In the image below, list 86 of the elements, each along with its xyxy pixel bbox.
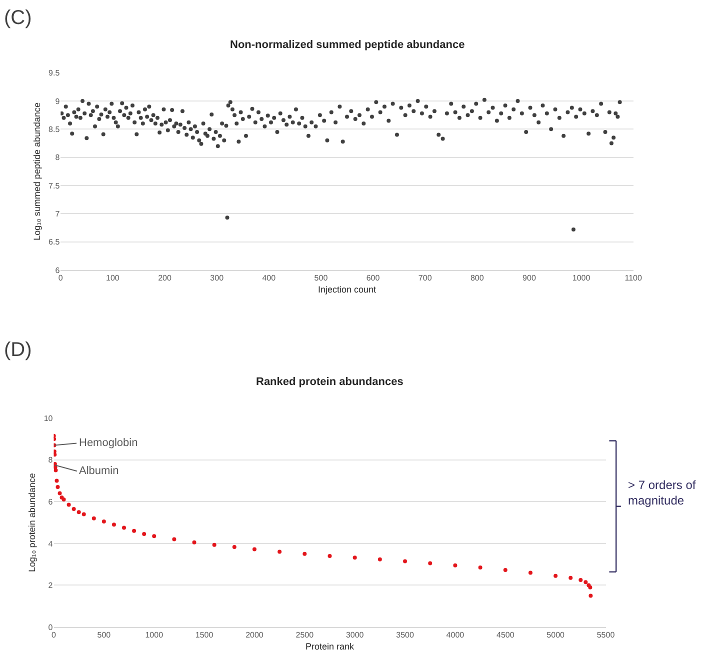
point (428, 561, 432, 566)
x-tick-label: 4000 (446, 630, 465, 640)
point (102, 520, 106, 524)
x-tick-label: 700 (418, 274, 432, 283)
y-tick-label: 8.5 (48, 124, 60, 134)
x-tick-label: 1500 (195, 630, 214, 640)
x-tick-label: 600 (366, 274, 380, 283)
point (478, 565, 482, 570)
y-tick-label: 7 (55, 210, 60, 219)
point (578, 578, 583, 582)
chart-title: Non-normalized summed peptide abundance (230, 39, 465, 51)
point (568, 576, 573, 580)
x-tick-label: 200 (158, 274, 172, 283)
y-tick-label: 4 (48, 539, 54, 548)
point (212, 542, 216, 547)
point (66, 502, 71, 507)
point (76, 510, 81, 514)
point (82, 512, 86, 516)
y-axis-title: Log₁₀ summed peptide abundance (32, 102, 42, 240)
point (54, 436, 56, 441)
x-axis-title: Injection count (318, 284, 377, 294)
point (172, 537, 176, 542)
point (554, 574, 558, 578)
point (503, 568, 508, 572)
point (54, 452, 57, 457)
y-tick-label: 7.5 (48, 181, 60, 190)
point (92, 516, 96, 520)
y-tick-label: 8 (55, 153, 60, 162)
x-tick-label: 3500 (396, 630, 414, 640)
y-tick-label: 9 (55, 96, 60, 106)
x-tick-label: 900 (522, 274, 536, 283)
point (152, 534, 156, 538)
x-tick-label: 1000 (145, 630, 164, 640)
y-tick-label: 6.5 (48, 238, 60, 247)
point (112, 522, 116, 527)
x-tick-label: 5500 (596, 630, 616, 640)
x-tick-label: 100 (106, 274, 120, 283)
x-tick-label: 800 (470, 274, 484, 283)
text: (D) (4, 339, 32, 361)
y-tick-label: 6 (48, 497, 54, 506)
annotation: Albumin (79, 465, 119, 477)
point (56, 485, 60, 490)
y-tick-label: 10 (44, 414, 54, 423)
point (142, 532, 146, 536)
point (54, 478, 59, 483)
point (352, 556, 357, 560)
text: (C) (4, 7, 32, 29)
x-tick-label: 300 (210, 274, 224, 283)
x-tick-label: 1100 (624, 274, 642, 283)
point (58, 491, 62, 496)
point (328, 554, 332, 558)
point (62, 498, 66, 502)
point (302, 552, 307, 556)
x-tick-label: 1000 (572, 274, 591, 283)
x-tick-label: 500 (314, 274, 328, 283)
point (528, 570, 532, 575)
x-tick-label: 2000 (246, 630, 264, 640)
x-axis-title: Protein rank (305, 641, 355, 652)
x-tick-label: 4500 (496, 630, 515, 640)
y-tick-label: 9.5 (48, 68, 60, 78)
point (403, 559, 408, 564)
annotation: Hemoglobin (79, 437, 138, 449)
point (252, 547, 256, 552)
x-tick-label: 2500 (296, 630, 314, 640)
point (584, 580, 588, 584)
text: > 7 orders of magnitude (628, 478, 696, 508)
x-tick-label: 400 (262, 274, 276, 283)
x-tick-label: 3000 (346, 630, 364, 640)
point (122, 526, 126, 530)
chart-title: Ranked protein abundances (256, 376, 404, 388)
point (378, 557, 382, 562)
point (72, 506, 76, 511)
y-tick-label: 0 (48, 622, 54, 632)
y-tick-label: 6 (55, 266, 60, 275)
point (132, 528, 136, 533)
point (278, 550, 282, 554)
point (54, 468, 58, 472)
y-axis-title: Log₁₀ protein abundance (27, 473, 38, 572)
point (453, 563, 458, 568)
point (232, 545, 236, 549)
y-tick-label: 8 (48, 456, 54, 465)
point (192, 540, 196, 544)
y-tick-label: 2 (48, 581, 54, 590)
x-tick-label: 5000 (546, 630, 566, 640)
x-tick-label: 500 (97, 630, 112, 640)
point (588, 594, 593, 598)
